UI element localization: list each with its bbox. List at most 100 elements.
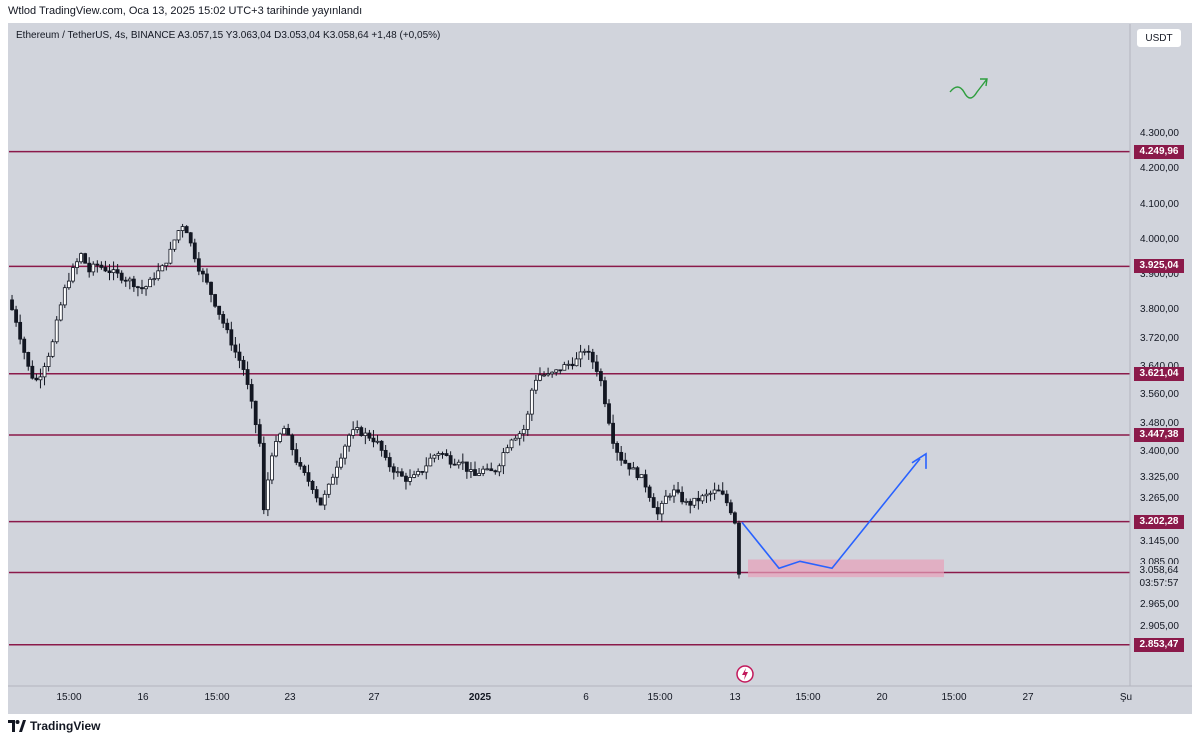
footer-brand: TradingView <box>30 719 101 733</box>
candle-body <box>127 278 132 282</box>
candle-body <box>452 463 457 466</box>
price-tick-label: 3.900,00 <box>1140 269 1179 281</box>
candle-body <box>298 462 303 467</box>
candle-body <box>692 497 697 506</box>
candle-body <box>225 322 230 331</box>
candle-body <box>387 457 392 468</box>
candle-body <box>119 272 124 281</box>
candle-body <box>355 427 360 431</box>
candle-body <box>10 299 14 311</box>
currency-button[interactable]: USDT <box>1136 28 1182 48</box>
candle-body <box>525 413 530 430</box>
time-tick-label: 16 <box>137 692 149 703</box>
candle-body <box>343 445 347 459</box>
candle-body <box>294 449 299 463</box>
candle-body <box>192 242 197 260</box>
candle-body <box>87 262 92 273</box>
candle-body <box>282 428 287 435</box>
candle-body <box>529 389 534 415</box>
candle-body <box>302 465 307 474</box>
time-tick-label: 15:00 <box>204 692 230 703</box>
candle-body <box>367 432 372 439</box>
price-tick-label: 3.325,00 <box>1140 472 1179 484</box>
squiggle-arrow-icon <box>949 78 988 99</box>
candle-body <box>237 351 242 361</box>
candle-body <box>570 363 575 367</box>
candle-body <box>50 341 55 357</box>
target-zone[interactable] <box>748 559 944 578</box>
footer: TradingView <box>8 716 100 736</box>
candle-body <box>91 263 96 273</box>
price-tick-label: 3.145,00 <box>1140 535 1179 547</box>
candle-body <box>290 434 295 451</box>
level-price-label: 3.621,04 <box>1134 366 1184 381</box>
candle-body <box>712 489 717 494</box>
candle-body <box>428 457 433 467</box>
candle-body <box>404 475 408 482</box>
candle-body <box>253 400 258 426</box>
candle-body <box>168 248 173 264</box>
candle-body <box>582 350 587 353</box>
publish-info-text: Wtlod TradingView.com, Oca 13, 2025 15:0… <box>8 5 363 17</box>
candle-body <box>229 329 234 346</box>
level-price-label: 3.447,38 <box>1134 428 1184 443</box>
candle-body <box>672 489 676 497</box>
symbol-ohlc-info: Ethereum / TetherUS, 4s, BINANCE A3.057,… <box>16 30 441 41</box>
projection-layer <box>741 452 927 570</box>
candle-body <box>326 483 331 495</box>
tradingview-logo-icon <box>8 720 26 732</box>
candle-body <box>188 232 193 244</box>
candle-body <box>680 491 685 503</box>
chart-area[interactable] <box>8 23 1192 714</box>
candle-body <box>286 428 291 436</box>
candle-body <box>148 278 153 288</box>
price-tick-label: 3.720,00 <box>1140 332 1179 344</box>
candle-body <box>639 474 644 479</box>
candle-body <box>363 432 368 436</box>
candle-body <box>54 319 59 343</box>
candle-body <box>391 466 396 473</box>
candle-body <box>274 441 278 457</box>
candle-body <box>201 270 205 275</box>
candle-body <box>318 497 323 506</box>
candle-body <box>217 305 222 315</box>
candle-body <box>542 374 546 377</box>
candle-body <box>270 455 274 481</box>
candle-body <box>395 471 400 474</box>
candle-body <box>643 474 648 488</box>
candle-body <box>477 473 481 476</box>
candle-body <box>696 497 701 502</box>
price-tick-label: 3.640,00 <box>1140 361 1179 372</box>
candle-body <box>399 471 404 477</box>
candle-body <box>598 371 603 382</box>
current-price: 3.058,64 <box>1139 565 1179 576</box>
lightning-icon[interactable] <box>736 665 754 683</box>
candle-body <box>213 294 217 307</box>
current-price-box: 3.058,64 03:57:57 <box>1134 564 1184 590</box>
time-tick-label: 15:00 <box>795 692 821 703</box>
projection-line[interactable] <box>741 458 921 570</box>
candle-body <box>383 449 388 458</box>
candle-body <box>676 489 680 493</box>
candle-body <box>464 461 469 472</box>
candle-body <box>444 453 449 456</box>
candle-body <box>34 377 39 381</box>
candle-body <box>615 443 620 453</box>
candle-body <box>58 304 63 321</box>
candle-body <box>152 278 157 281</box>
candle-body <box>603 380 607 405</box>
candle-body <box>448 455 453 465</box>
candle-body <box>99 264 104 268</box>
price-tick-label: 3.085,00 <box>1140 557 1179 569</box>
candle-body <box>379 440 384 451</box>
price-tick-label: 3.560,00 <box>1140 389 1179 401</box>
candle-body <box>221 314 226 324</box>
candle-body <box>330 476 335 485</box>
candle-body <box>623 459 628 464</box>
candle-body <box>684 500 689 503</box>
candle-body <box>655 507 660 515</box>
level-price-label: 3.202,28 <box>1134 514 1184 529</box>
level-price-label: 4.249,96 <box>1134 144 1184 159</box>
price-tick-label: 3.480,00 <box>1140 417 1179 429</box>
